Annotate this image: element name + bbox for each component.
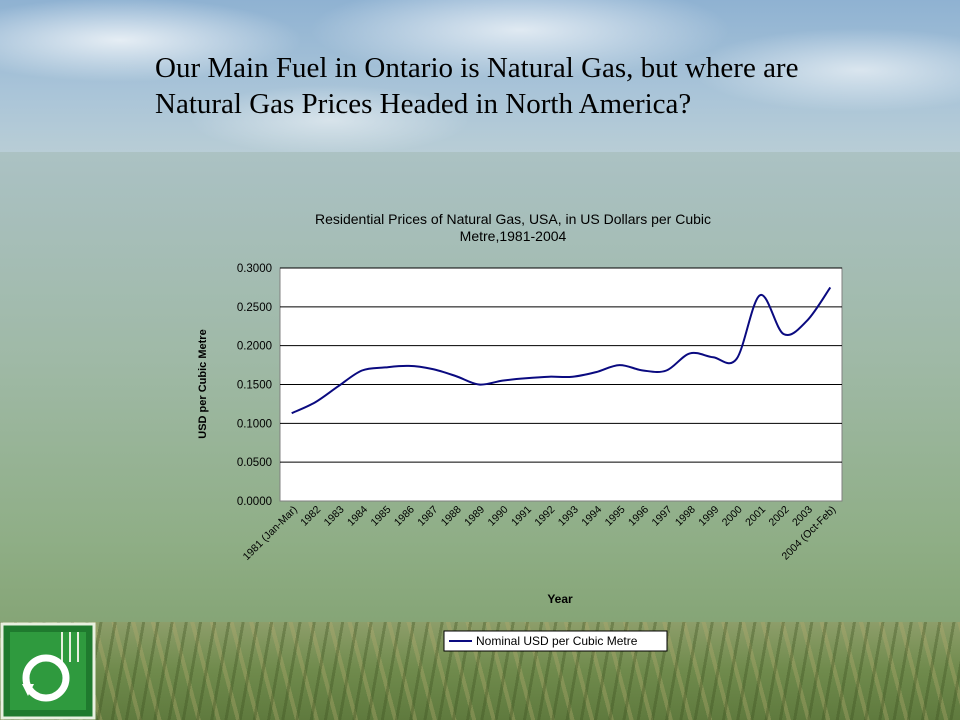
x-tick-label: 1995: [603, 504, 628, 529]
chart-title-line-2: Metre,1981-2004: [460, 228, 567, 244]
y-tick-label: 0.3000: [237, 263, 272, 275]
x-tick-label: 1989: [462, 504, 487, 529]
x-tick-label: 1996: [626, 504, 651, 529]
sky-background: [0, 0, 960, 152]
y-axis-label: USD per Cubic Metre: [197, 329, 209, 438]
y-tick-label: 0.0000: [237, 496, 272, 508]
legend-label: Nominal USD per Cubic Metre: [476, 634, 638, 648]
x-tick-label: 1985: [368, 504, 393, 529]
x-tick-label: 1984: [345, 504, 370, 529]
y-tick-label: 0.0500: [237, 457, 272, 469]
slide-title-line-1: Our Main Fuel in Ontario is Natural Gas,…: [155, 52, 799, 84]
x-tick-label: 2002: [767, 504, 792, 529]
x-tick-label: 1990: [486, 504, 511, 529]
x-tick-label: 1991: [509, 504, 534, 529]
x-axis-label: Year: [547, 592, 573, 606]
x-tick-label: 1982: [298, 504, 323, 529]
y-tick-label: 0.1500: [237, 380, 272, 392]
x-tick-label: 2000: [720, 504, 745, 529]
x-tick-label: 1994: [579, 504, 604, 529]
logo: [0, 622, 96, 720]
x-tick-label: 1993: [556, 504, 581, 529]
series-line-nominal-usd: [291, 286, 832, 415]
legend-box: [443, 630, 668, 652]
chart-title-line-1: Residential Prices of Natural Gas, USA, …: [315, 211, 711, 227]
x-tick-label: 1999: [696, 504, 721, 529]
y-tick-labels: 0.0000 0.0500 0.1000 0.1500 0.2000 0.2500 0.30…: [237, 263, 272, 508]
x-tick-label: 1987: [415, 504, 440, 529]
x-tick-label: 1998: [673, 504, 698, 529]
x-tick-label: 1992: [532, 504, 557, 529]
legend: Nominal USD per Cubic Metre: [443, 630, 668, 652]
x-tick-label: 1983: [322, 504, 347, 529]
y-tick-label: 0.2000: [237, 341, 272, 353]
x-tick-label: 1986: [392, 504, 417, 529]
x-tick-label: 2001: [743, 504, 768, 529]
gridlines: [280, 267, 842, 463]
y-tick-label: 0.1000: [237, 418, 272, 430]
slide-title: Our Main Fuel in Ontario is Natural Gas,…: [155, 50, 915, 122]
x-tick-label: 1981 (Jan-Mar): [241, 504, 300, 563]
slide-title-line-2: Natural Gas Prices Headed in North Ameri…: [155, 88, 692, 120]
y-tick-label: 0.2500: [237, 302, 272, 314]
x-tick-label: 1988: [439, 504, 464, 529]
x-tick-labels: 1981 (Jan-Mar)19821983198419851986198719…: [241, 504, 839, 563]
x-tick-label: 1997: [649, 504, 674, 529]
